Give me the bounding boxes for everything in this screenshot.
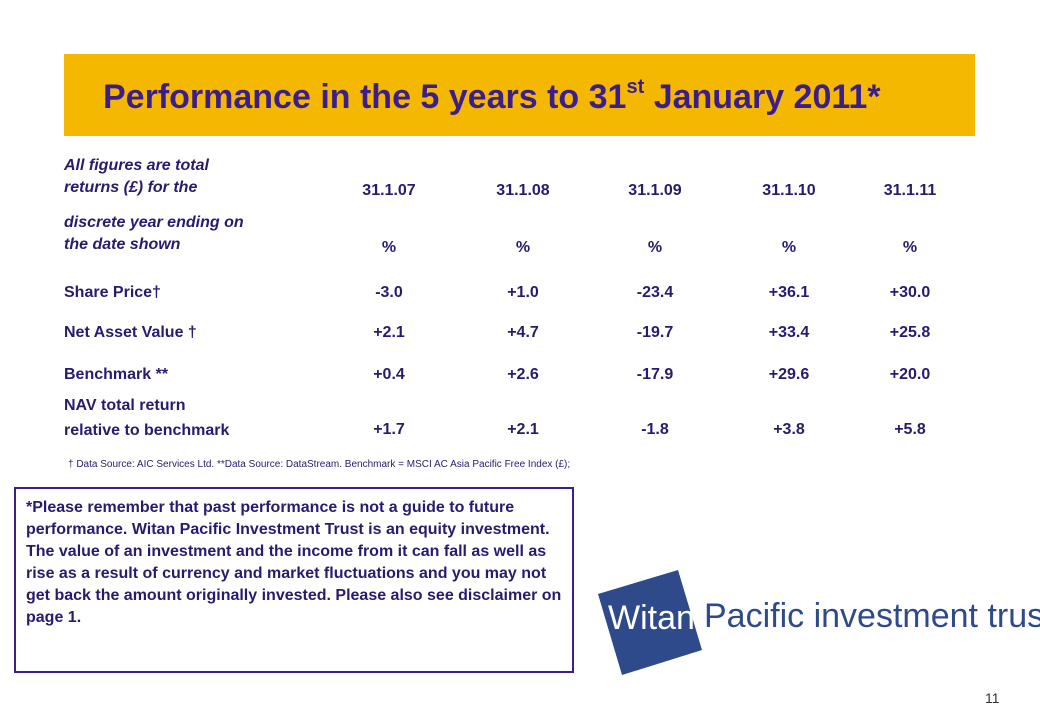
col-date-5: 31.1.11 [883, 182, 937, 199]
table-cell: +25.8 [889, 324, 931, 341]
table-cell: +3.8 [773, 421, 805, 438]
table-cell: +0.4 [373, 366, 405, 383]
logo-text: Pacific investment trust [704, 597, 1040, 635]
col-date-1: 31.1.07 [362, 182, 416, 199]
table-cell: +2.1 [507, 421, 539, 438]
header-label-line-1: All figures are total [64, 157, 209, 174]
col-unit-5: % [902, 239, 918, 256]
page-title: Performance in the 5 years to 31st Janua… [103, 76, 881, 116]
col-date-3: 31.1.09 [628, 182, 682, 199]
title-band [64, 54, 975, 136]
table-cell: +5.8 [894, 421, 926, 438]
col-date-2: 31.1.08 [496, 182, 550, 199]
row-label-share-price: Share Price† [64, 284, 161, 301]
row-label-nav-relative-line-2: relative to benchmark [64, 422, 230, 439]
col-unit-3: % [647, 239, 663, 256]
col-unit-2: % [515, 239, 531, 256]
table-cell: +20.0 [889, 366, 931, 383]
table-cell: +2.1 [373, 324, 405, 341]
table-cell: +1.0 [507, 284, 539, 301]
header-label-line-4: the date shown [64, 236, 181, 253]
row-label-nav-relative-line-1: NAV total return [64, 397, 186, 414]
disclaimer-box: *Please remember that past performance i… [14, 487, 574, 673]
col-unit-1: % [381, 239, 397, 256]
logo-box-text: Witan [608, 599, 695, 637]
col-date-4: 31.1.10 [762, 182, 816, 199]
header-label-line-3: discrete year ending on [64, 214, 244, 231]
table-cell: +30.0 [889, 284, 931, 301]
witan-logo-mark [598, 570, 702, 675]
table-cell: -17.9 [636, 366, 674, 383]
col-unit-4: % [781, 239, 797, 256]
table-cell: -19.7 [636, 324, 674, 341]
page-number: 11 [985, 690, 1000, 706]
table-cell: -23.4 [636, 284, 674, 301]
row-label-benchmark: Benchmark ** [64, 366, 169, 383]
table-cell: +4.7 [507, 324, 539, 341]
table-cell: +1.7 [373, 421, 405, 438]
table-cell: +2.6 [507, 366, 539, 383]
row-label-nav: Net Asset Value † [64, 324, 197, 341]
table-cell: +29.6 [768, 366, 810, 383]
table-cell: -1.8 [641, 421, 669, 438]
table-cell: +36.1 [768, 284, 810, 301]
footnote: † Data Source: AIC Services Ltd. **Data … [68, 459, 571, 470]
table-cell: +33.4 [768, 324, 810, 341]
table-cell: -3.0 [375, 284, 403, 301]
header-label-line-2: returns (£) for the [64, 179, 198, 196]
